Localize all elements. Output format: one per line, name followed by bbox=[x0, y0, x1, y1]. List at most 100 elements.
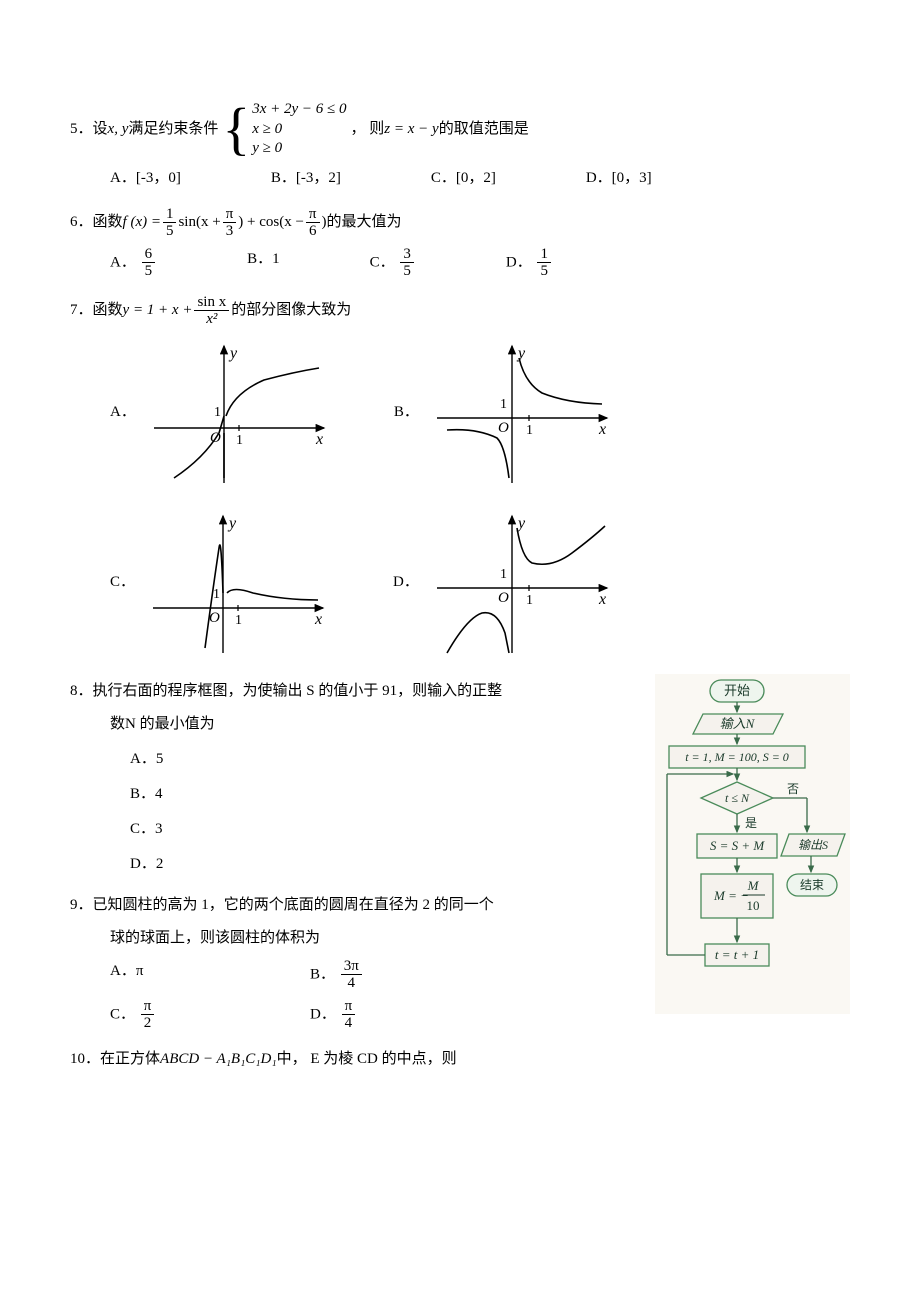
question-9: 9．已知圆柱的高为 1，它的两个底面的圆周在直径为 2 的同一个 球的球面上，则… bbox=[70, 892, 645, 1032]
flowchart-svg: 开始 输入N t = 1, M = 100, S = 0 t ≤ N 是 否 S… bbox=[655, 674, 850, 1014]
q5-text-mid: 满足约束条件 bbox=[128, 116, 218, 143]
axis-tick-1x: 1 bbox=[235, 613, 242, 628]
q10-number: 10． bbox=[70, 1046, 100, 1073]
q9-option-b[interactable]: B． 3π4 bbox=[310, 958, 510, 992]
frac-den: 4 bbox=[342, 1015, 356, 1032]
q9-line1: 9．已知圆柱的高为 1，它的两个底面的圆周在直径为 2 的同一个 bbox=[70, 892, 645, 919]
frac-num: π bbox=[342, 998, 356, 1016]
q5-constraint-system: { 3x + 2y − 6 ≤ 0 x ≥ 0 y ≥ 0 bbox=[222, 100, 346, 159]
opt-label: B． bbox=[310, 966, 335, 982]
frac-num: π bbox=[306, 206, 320, 224]
q8-q9-layout: 8．执行右面的程序框图，为使输出 S 的值小于 91，则输入的正整 数N 的最小… bbox=[70, 678, 850, 1046]
axis-tick-1y: 1 bbox=[500, 397, 507, 412]
question-6: 6． 函数 f (x) = 1 5 sin(x + π 3 ) + cos(x … bbox=[70, 206, 850, 280]
q7-yexpr: y = 1 + x + bbox=[123, 297, 193, 324]
q9-line2: 球的球面上，则该圆柱的体积为 bbox=[70, 925, 645, 952]
q6-number: 6． bbox=[70, 209, 93, 236]
frac-num: 1 bbox=[537, 246, 551, 264]
axis-tick-1y: 1 bbox=[500, 567, 507, 582]
fc-step2-num: M bbox=[747, 878, 760, 893]
q8-option-b[interactable]: B．4 bbox=[70, 781, 645, 808]
axis-y-label: y bbox=[228, 345, 238, 362]
q5-option-c[interactable]: C．[0，2] bbox=[431, 165, 496, 192]
axis-x-label: x bbox=[315, 431, 323, 448]
q5-constraint-1: 3x + 2y − 6 ≤ 0 bbox=[252, 100, 346, 120]
frac-num: 1 bbox=[163, 206, 177, 224]
q5-stem: 5． 设 x, y 满足约束条件 { 3x + 2y − 6 ≤ 0 x ≥ 0… bbox=[70, 100, 850, 159]
q9-options: A．π B． 3π4 C． π2 D． π4 bbox=[70, 958, 645, 1032]
frac-num: 6 bbox=[142, 246, 156, 264]
q7-graph-a[interactable]: A． y x O 1 1 bbox=[110, 338, 334, 488]
graph-label-c: C． bbox=[110, 569, 135, 596]
q8-q9-left-column: 8．执行右面的程序框图，为使输出 S 的值小于 91，则输入的正整 数N 的最小… bbox=[70, 678, 645, 1046]
frac-den: 4 bbox=[341, 975, 362, 992]
opt-label: D． bbox=[310, 1006, 336, 1022]
q6-option-d[interactable]: D． 15 bbox=[506, 246, 553, 280]
q9-option-a[interactable]: A．π bbox=[110, 958, 310, 992]
frac-den: 5 bbox=[142, 263, 156, 280]
q7-graph-d[interactable]: D． y x O 1 1 bbox=[393, 508, 617, 658]
graph-label-b: B． bbox=[394, 399, 419, 426]
question-5: 5． 设 x, y 满足约束条件 { 3x + 2y − 6 ≤ 0 x ≥ 0… bbox=[70, 100, 850, 192]
axis-tick-1y: 1 bbox=[214, 405, 221, 420]
axis-x-label: x bbox=[598, 591, 606, 608]
q9-number: 9． bbox=[70, 897, 93, 913]
q7-graph-row-1: A． y x O 1 1 B． y x bbox=[70, 338, 850, 488]
q7-graph-row-2: C． y x O 1 1 D． y x O 1 bbox=[70, 508, 850, 658]
graph-label-a: A． bbox=[110, 399, 136, 426]
q8-line1: 8．执行右面的程序框图，为使输出 S 的值小于 91，则输入的正整 bbox=[70, 678, 645, 705]
q10-stem: 10． 在正方体 ABCD − A₁B₁C₁D₁ 中， E 为棱 CD 的中点，… bbox=[70, 1046, 850, 1073]
q5-text-post1: ， 则 bbox=[351, 116, 385, 143]
q5-vars: x, y bbox=[108, 116, 129, 143]
axis-tick-1x: 1 bbox=[526, 593, 533, 608]
q7-graph-b[interactable]: B． y x O 1 1 bbox=[394, 338, 617, 488]
q6-plus: ) + cos(x − bbox=[238, 209, 304, 236]
axis-tick-1x: 1 bbox=[526, 423, 533, 438]
fc-init: t = 1, M = 100, S = 0 bbox=[685, 750, 789, 764]
q6-option-a[interactable]: A． 65 bbox=[110, 246, 157, 280]
graph-a-svg: y x O 1 1 bbox=[144, 338, 334, 488]
q8-text-1: 执行右面的程序框图，为使输出 S 的值小于 91，则输入的正整 bbox=[93, 683, 503, 699]
opt-label: C． bbox=[110, 1006, 135, 1022]
frac-num: π bbox=[223, 206, 237, 224]
fc-yes: 是 bbox=[745, 816, 757, 830]
fc-cond: t ≤ N bbox=[725, 791, 750, 805]
q8-option-c[interactable]: C．3 bbox=[70, 816, 645, 843]
frac-den: 5 bbox=[537, 263, 551, 280]
q6-text-post: 的最大值为 bbox=[327, 209, 402, 236]
q8-option-d[interactable]: D．2 bbox=[70, 851, 645, 878]
q6-frac-1-5: 1 5 bbox=[163, 206, 177, 240]
fc-output: 输出S bbox=[798, 838, 828, 852]
q8-number: 8． bbox=[70, 683, 93, 699]
q5-option-a[interactable]: A．[-3，0] bbox=[110, 165, 181, 192]
q9-option-d[interactable]: D． π4 bbox=[310, 998, 510, 1032]
q6-stem: 6． 函数 f (x) = 1 5 sin(x + π 3 ) + cos(x … bbox=[70, 206, 850, 240]
q5-text-post2: 的取值范围是 bbox=[439, 116, 529, 143]
q6-option-c[interactable]: C． 35 bbox=[370, 246, 416, 280]
axis-origin-label: O bbox=[498, 420, 509, 436]
fc-end: 结束 bbox=[800, 878, 824, 892]
frac-num: π bbox=[141, 998, 155, 1016]
axis-origin-label: O bbox=[498, 590, 509, 606]
q7-graph-c[interactable]: C． y x O 1 1 bbox=[110, 508, 333, 658]
q7-frac: sin x x² bbox=[194, 294, 229, 328]
q9-option-c[interactable]: C． π2 bbox=[110, 998, 310, 1032]
q6-option-b[interactable]: B．1 bbox=[247, 246, 280, 280]
q5-options: A．[-3，0] B．[-3，2] C．[0，2] D．[0，3] bbox=[70, 165, 850, 192]
q7-text-post: 的部分图像大致为 bbox=[231, 297, 351, 324]
fc-step1: S = S + M bbox=[710, 838, 766, 853]
q8-line2: 数N 的最小值为 bbox=[70, 711, 645, 738]
axis-y-label: y bbox=[516, 345, 526, 362]
frac-num: 3π bbox=[341, 958, 362, 976]
q5-constraint-3: y ≥ 0 bbox=[252, 139, 346, 159]
axis-tick-1y: 1 bbox=[213, 587, 220, 602]
q5-option-d[interactable]: D．[0，3] bbox=[586, 165, 652, 192]
q5-option-b[interactable]: B．[-3，2] bbox=[271, 165, 341, 192]
q10-text-mid: 中， E 为棱 CD 的中点，则 bbox=[277, 1046, 457, 1073]
question-8: 8．执行右面的程序框图，为使输出 S 的值小于 91，则输入的正整 数N 的最小… bbox=[70, 678, 645, 878]
axis-y-label: y bbox=[227, 515, 237, 532]
frac-den: 5 bbox=[400, 263, 414, 280]
q8-option-a[interactable]: A．5 bbox=[70, 746, 645, 773]
q9-text-1: 已知圆柱的高为 1，它的两个底面的圆周在直径为 2 的同一个 bbox=[93, 897, 494, 913]
q6-text-pre: 函数 bbox=[93, 209, 123, 236]
